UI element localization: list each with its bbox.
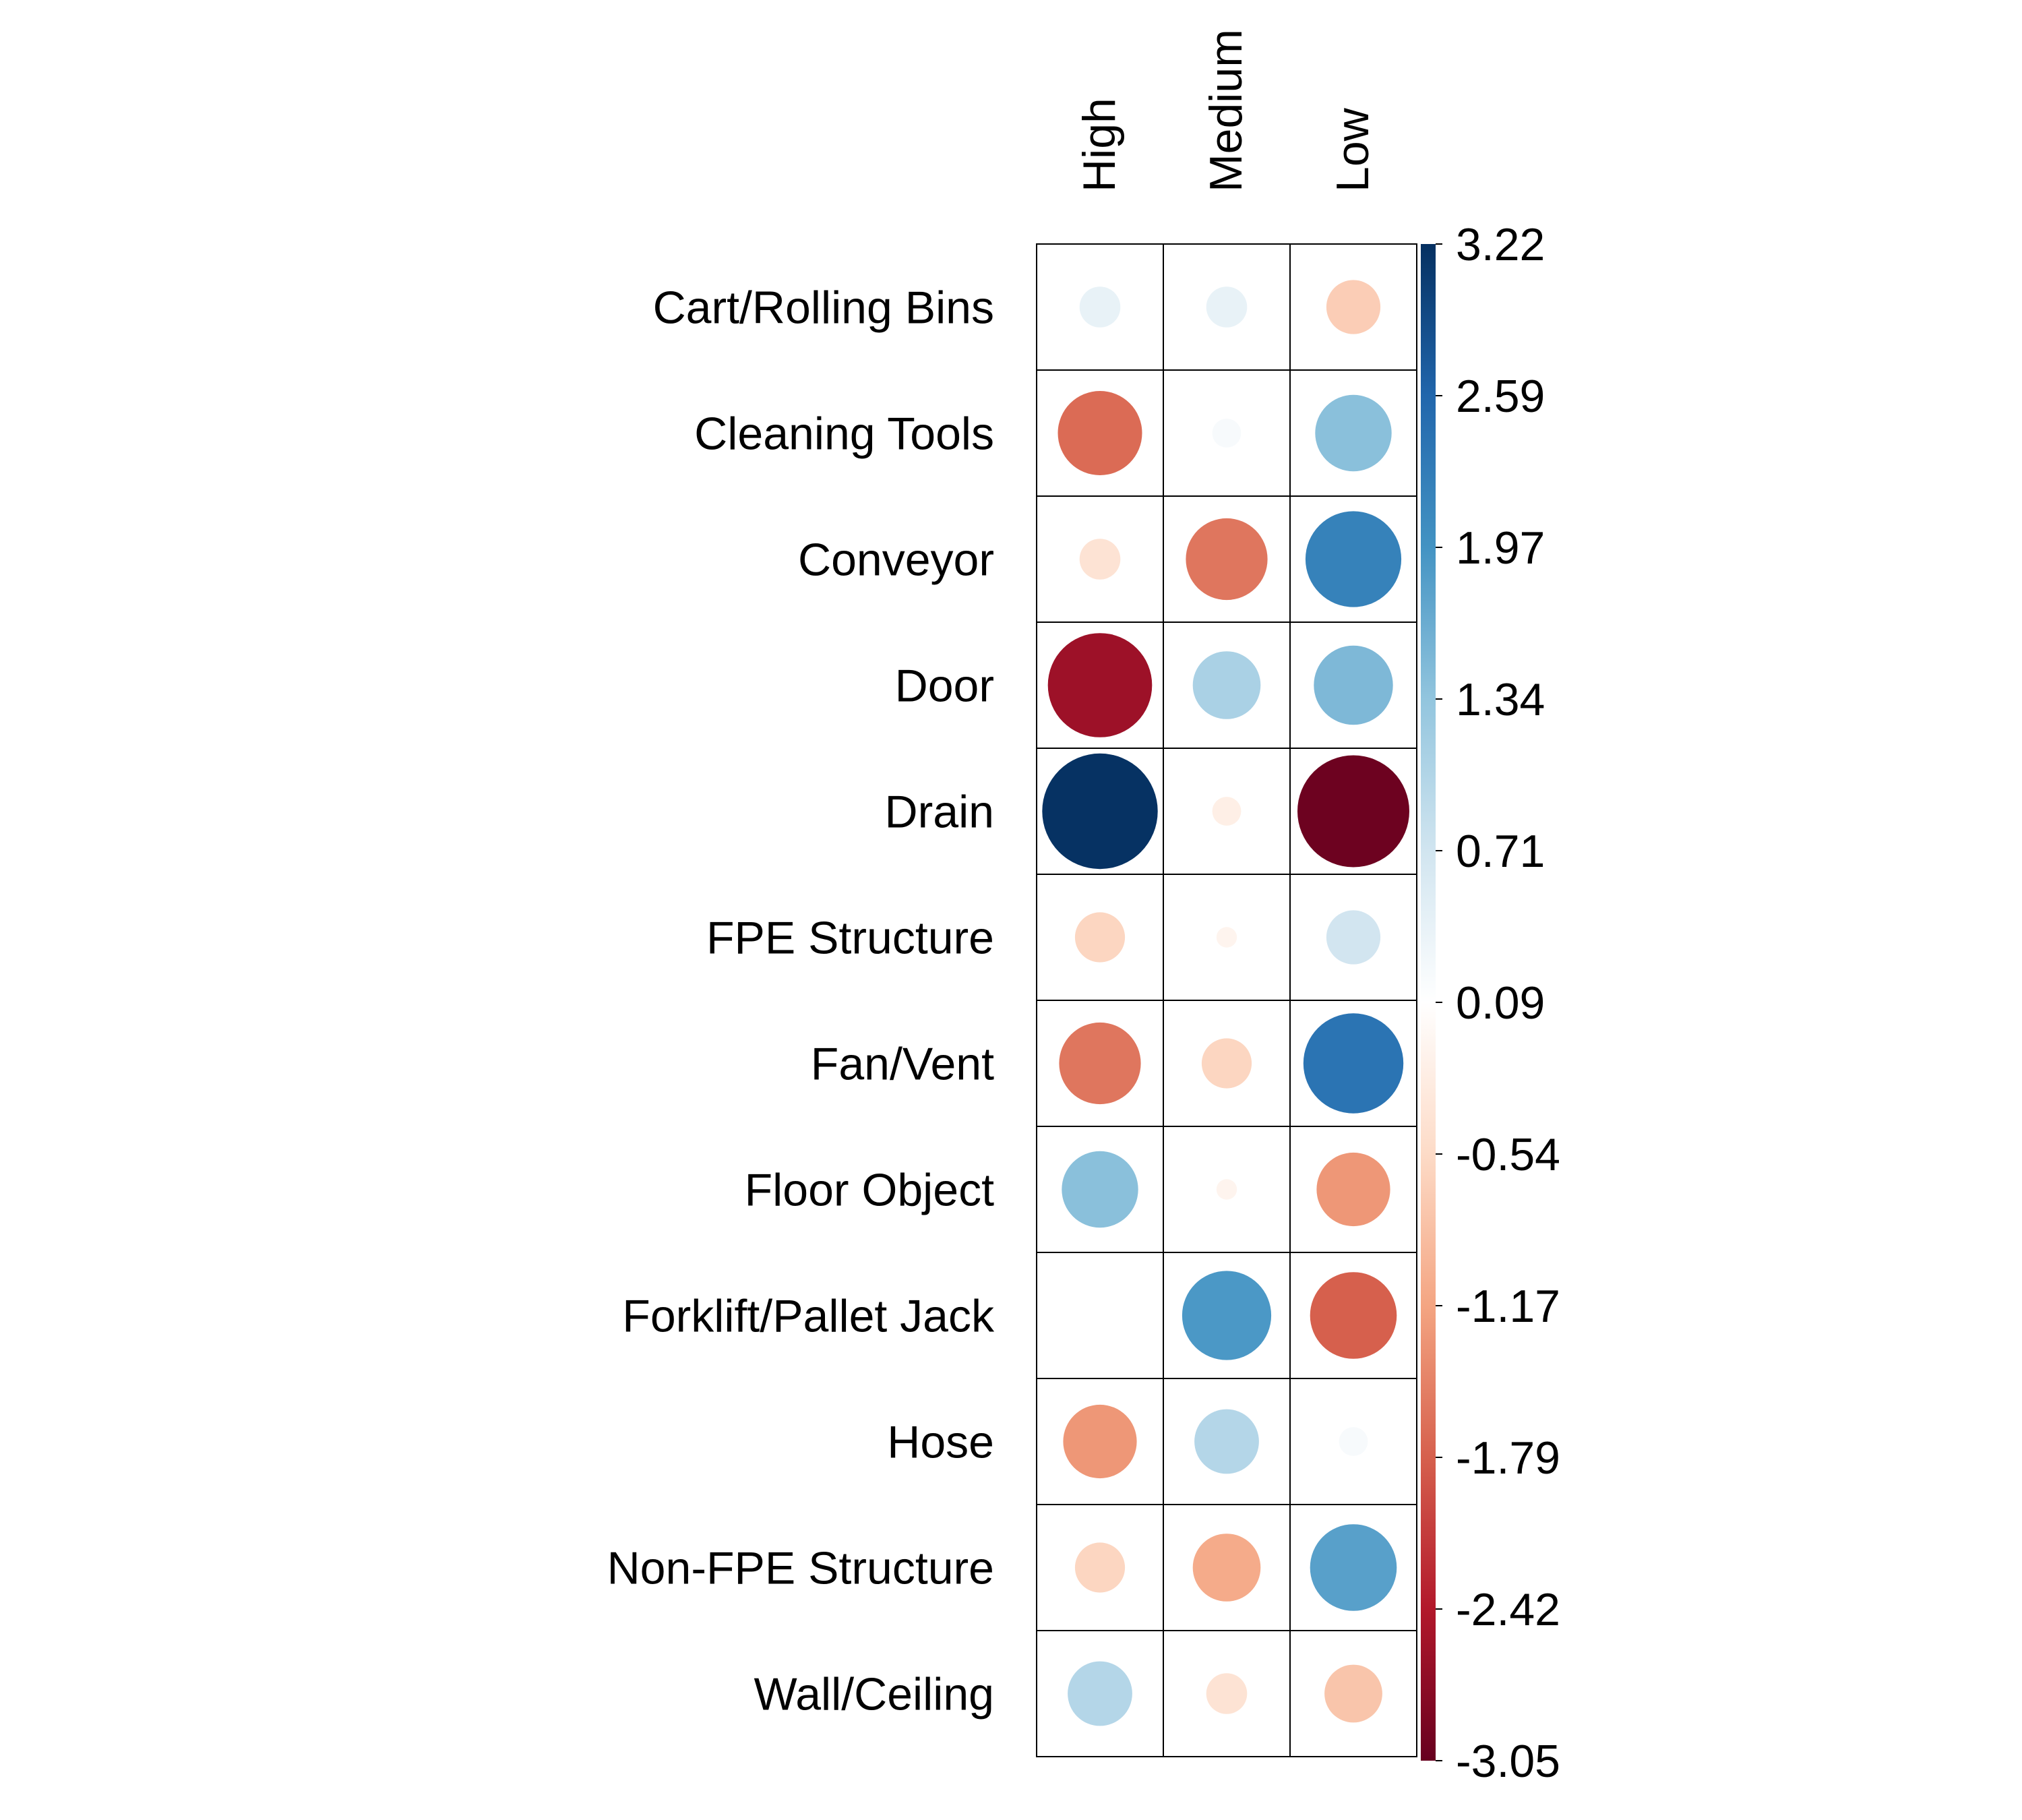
column-label-medium: Medium — [1200, 29, 1252, 192]
correlation-circle — [1079, 539, 1121, 580]
correlation-circle — [1326, 280, 1381, 334]
correlation-circle — [1305, 511, 1402, 607]
row-label: Hose — [887, 1417, 994, 1468]
correlation-circle — [1310, 1524, 1397, 1611]
correlation-circle — [1310, 1272, 1397, 1359]
row-label: Forklift/Pallet Jack — [622, 1291, 995, 1342]
correlation-circle — [1194, 1409, 1259, 1474]
colorbar-tick-label: 0.71 — [1456, 826, 1545, 877]
correlation-circle — [1192, 651, 1261, 719]
correlation-circle — [1186, 518, 1268, 601]
colorbar-tick-label: 2.59 — [1456, 371, 1545, 422]
row-label: Drain — [885, 787, 995, 838]
colorbar-tick-label: 3.22 — [1456, 219, 1545, 270]
row-label: Fan/Vent — [811, 1039, 994, 1090]
correlation-circle — [1074, 1542, 1126, 1593]
row-label: Cleaning Tools — [694, 408, 994, 460]
correlation-circle — [1324, 1664, 1382, 1723]
row-label: Conveyor — [798, 535, 994, 586]
colorbar-tick-label: 0.09 — [1456, 977, 1545, 1029]
column-labels: High Medium Low — [1074, 29, 1378, 192]
grid-cell — [1036, 1252, 1164, 1379]
correlation-circle — [1059, 1022, 1141, 1105]
cell-grid — [1036, 243, 1417, 1757]
row-label: FPE Structure — [706, 913, 994, 964]
correlation-circle — [1216, 927, 1237, 948]
colorbar-gradient — [1421, 244, 1436, 1761]
colorbar-tick-label: -2.42 — [1456, 1584, 1560, 1635]
colorbar-tick-label: -0.54 — [1456, 1129, 1560, 1180]
correlation-circle — [1339, 1427, 1368, 1456]
correlation-circle — [1297, 755, 1409, 868]
correlation-circle — [1212, 797, 1242, 826]
correlation-circle — [1058, 391, 1142, 475]
correlation-circle — [1047, 633, 1153, 737]
correlation-circle — [1326, 910, 1381, 965]
row-labels: Cart/Rolling Bins Cleaning Tools Conveyor D… — [607, 282, 995, 1720]
correlation-circle — [1062, 1151, 1138, 1228]
correlation-circle — [1216, 1179, 1237, 1200]
correlation-circle — [1042, 753, 1158, 870]
row-label: Floor Object — [745, 1165, 994, 1216]
correlation-circle — [1074, 912, 1126, 963]
grid-cell — [1289, 1630, 1417, 1757]
correlation-circle — [1206, 286, 1248, 328]
correlation-circle — [1192, 1534, 1261, 1602]
colorbar-legend: 3.22 2.59 1.97 1.34 0.71 0.09 -0.54 -1.17 -1.79 -… — [1421, 219, 1560, 1787]
row-label: Door — [895, 661, 994, 712]
correlation-circle — [1212, 419, 1242, 448]
correlation-circle — [1314, 645, 1393, 725]
correlation-circle — [1303, 1013, 1404, 1114]
correlation-circle — [1063, 1404, 1137, 1479]
colorbar-tick-label: 1.97 — [1456, 522, 1545, 574]
correlation-circle — [1201, 1038, 1252, 1089]
correlation-circle — [1079, 286, 1121, 328]
row-label: Wall/Ceiling — [754, 1669, 994, 1720]
correlation-circle — [1316, 1152, 1390, 1227]
colorbar-tick-label: -1.17 — [1456, 1281, 1560, 1332]
correlation-circle — [1068, 1661, 1132, 1726]
colorbar-tick-label: -3.05 — [1456, 1736, 1560, 1787]
colorbar-tick-label: 1.34 — [1456, 674, 1545, 725]
row-label: Cart/Rolling Bins — [653, 282, 994, 334]
colorbar-tick-label: -1.79 — [1456, 1432, 1560, 1484]
column-label-low: Low — [1327, 107, 1378, 192]
correlation-circle — [1206, 1673, 1248, 1714]
column-label-high: High — [1074, 98, 1125, 192]
correlation-circle — [1315, 394, 1392, 472]
row-label: Non-FPE Structure — [607, 1543, 994, 1594]
circle-marks — [1042, 280, 1409, 1726]
correlation-circle — [1182, 1271, 1272, 1360]
